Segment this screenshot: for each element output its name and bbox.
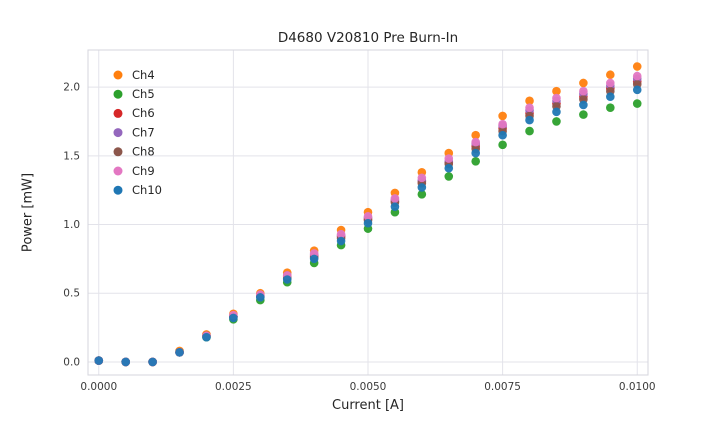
data-point (525, 103, 534, 113)
legend-marker (113, 89, 123, 99)
x-tick-label: 0.0000 (80, 381, 117, 393)
legend-marker (113, 128, 123, 138)
data-point (552, 86, 561, 96)
data-point (498, 111, 507, 121)
data-point (175, 348, 184, 357)
legend-label: Ch7 (132, 125, 155, 139)
data-point (525, 96, 534, 106)
data-point (632, 85, 642, 95)
legend-label: Ch9 (132, 164, 155, 178)
legend-item-ch7: Ch7 (113, 125, 155, 139)
legend-label: Ch4 (132, 68, 155, 82)
x-tick-label: 0.0100 (619, 381, 656, 393)
legend-item-ch4: Ch4 (113, 68, 155, 82)
chart-title: D4680 V20810 Pre Burn-In (277, 30, 459, 46)
data-point (121, 357, 130, 367)
data-point (471, 157, 480, 166)
data-point (444, 172, 454, 181)
legend: Ch4 Ch5 Ch6 Ch7 Ch8 Ch9 Ch10 (113, 68, 162, 197)
data-point (498, 130, 507, 140)
data-point (525, 126, 534, 136)
data-point (525, 115, 534, 125)
x-tick-label: 0.0025 (215, 381, 252, 393)
data-point (579, 110, 588, 119)
data-point (363, 218, 373, 228)
legend-item-ch5: Ch5 (113, 87, 155, 101)
data-point (471, 137, 480, 147)
data-point (632, 62, 642, 71)
data-point (498, 140, 507, 150)
data-point (336, 236, 346, 246)
legend-item-ch8: Ch8 (113, 145, 155, 159)
x-axis-title: Current [A] (332, 398, 404, 413)
data-point (417, 173, 427, 183)
data-point (336, 229, 346, 239)
data-point (363, 211, 373, 221)
data-point (632, 71, 642, 81)
data-point (606, 78, 615, 88)
legend-marker (113, 70, 123, 80)
data-point (552, 107, 561, 117)
data-point (498, 119, 507, 129)
legend-label: Ch10 (132, 183, 162, 197)
data-point (309, 254, 319, 264)
y-tick-label: 1.0 (63, 219, 80, 231)
legend-item-ch10: Ch10 (113, 183, 162, 197)
data-point (148, 357, 157, 367)
x-tick-label: 0.0050 (350, 381, 387, 393)
plot-border (87, 49, 649, 376)
data-point (579, 100, 588, 110)
data-point (256, 293, 265, 302)
data-point (606, 70, 615, 80)
data-point (471, 130, 480, 140)
data-point (579, 78, 588, 88)
data-point (579, 86, 588, 96)
data-point (444, 163, 454, 173)
series-ch10 (94, 85, 642, 367)
y-tick-label: 1.5 (63, 150, 80, 162)
data-point (632, 99, 642, 108)
data-point (229, 313, 238, 323)
legend-label: Ch6 (132, 106, 155, 120)
legend-marker (113, 147, 123, 157)
data-point (390, 202, 400, 211)
data-point (606, 92, 615, 102)
y-tick-label: 2.0 (63, 82, 80, 94)
data-point (471, 148, 480, 158)
data-point (444, 154, 454, 163)
data-point (417, 189, 427, 199)
data-point (606, 103, 615, 113)
legend-marker (113, 108, 123, 118)
y-tick-label: 0.5 (63, 288, 80, 300)
legend-item-ch9: Ch9 (113, 164, 155, 178)
tick-labels: 0.0000 0.0025 0.0050 0.0075 0.0100 0.0 0.5 1.0 1… (63, 82, 655, 393)
data-point (390, 194, 400, 203)
data-point (552, 117, 561, 126)
data-point (282, 275, 292, 284)
data-point (94, 356, 104, 365)
data-point (417, 183, 427, 192)
y-tick-label: 0.0 (63, 356, 80, 368)
legend-marker (113, 185, 123, 195)
x-tick-label: 0.0075 (484, 381, 521, 393)
legend-marker (113, 166, 123, 176)
data-point (202, 332, 211, 342)
legend-label: Ch8 (132, 145, 155, 159)
data-point (552, 93, 561, 103)
legend-label: Ch5 (132, 87, 155, 101)
legend-item-ch6: Ch6 (113, 106, 155, 120)
